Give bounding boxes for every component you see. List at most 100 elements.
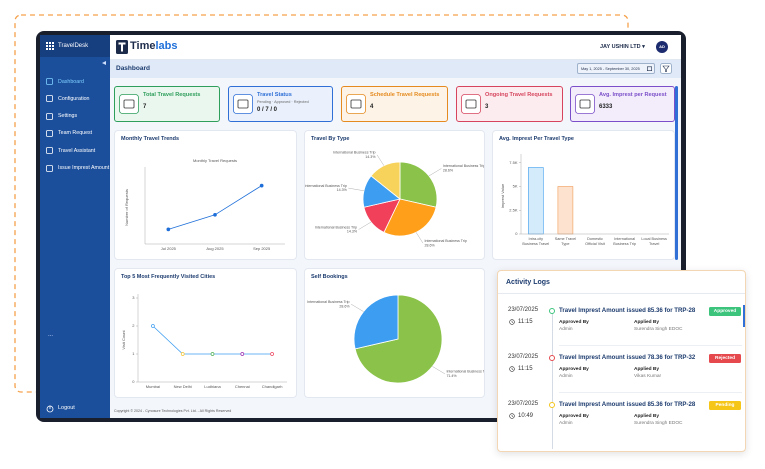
card-value: 6333: [599, 104, 613, 110]
brand-bar: [40, 35, 110, 57]
activity-entry: 23/07/2025 10:49 Travel Imprest Amount iss…: [498, 401, 745, 443]
summary-card: Schedule Travel Requests 4: [341, 86, 448, 122]
slice-label: International Business Trip: [315, 225, 357, 229]
y-tick-label: 7.5K: [509, 160, 518, 165]
x-tick-label: New Delhi: [174, 384, 192, 389]
logo: Timelabs: [130, 40, 178, 52]
icon-box: [461, 94, 481, 114]
line: [168, 185, 262, 230]
menu-item[interactable]: Team Request: [40, 129, 110, 139]
y-tick-label: 2.5K: [509, 207, 518, 212]
icon-shape: [46, 78, 53, 85]
logout[interactable]: Logout: [58, 405, 75, 411]
x-tick-label: Jul 2025: [161, 246, 177, 251]
chart-panel: 0 1 2 3 Visit Count Mumbai New Delhi Ludhiana Ch…: [114, 268, 297, 398]
x-tick-label: Ludhiana: [204, 384, 221, 389]
pie-slice: [383, 198, 437, 237]
icon-shape: [465, 99, 477, 109]
leader-line: [432, 366, 446, 375]
summary-card: Total Travel Requests 7: [114, 86, 220, 122]
menu-icon: [46, 95, 53, 103]
chart-panel: 0 2.5K 5K 7.5K Imprest Value Avg. Imprest Per…: [492, 130, 675, 260]
calendar-icon: [647, 66, 652, 71]
slice-label: International Business Trip: [424, 239, 466, 243]
entry-time: 11:15: [518, 366, 533, 372]
card-value: 7: [143, 104, 147, 110]
approved-by-label: Approved By: [559, 320, 589, 325]
leader-line: [348, 187, 364, 191]
card-title: Ongoing Travel Requests: [485, 92, 553, 98]
selected-accent: [743, 305, 745, 327]
menu-item[interactable]: Settings: [40, 112, 110, 122]
menu-item[interactable]: Issue Imprest Amount: [40, 164, 110, 174]
x-tick-label: Intra-city Business Travel: [522, 237, 550, 246]
clock-icon: [509, 413, 515, 419]
company-select[interactable]: JAY USHIN LTD ▾: [600, 44, 645, 50]
divider: [559, 392, 742, 393]
leader-line: [350, 303, 364, 312]
point: [166, 227, 171, 232]
applied-by: Surendra Singh EDOC: [634, 327, 683, 332]
divider: [498, 293, 745, 294]
entry-message: Travel Imprest Amount issued 78.36 for T…: [559, 354, 696, 361]
entry-time: 10:49: [518, 413, 534, 419]
icon-shape: [509, 319, 515, 325]
leader-line: [428, 168, 442, 177]
status-dot: [549, 355, 555, 361]
date-range-text: May 1, 2025 - September 30, 2025: [581, 66, 640, 71]
pie-slice: [399, 161, 438, 208]
icon-shape: [46, 147, 53, 155]
menu-label: Settings: [58, 113, 78, 120]
y-tick-label: 1: [132, 351, 135, 356]
menu-icon: [46, 147, 53, 155]
applied-by-label: Applied By: [634, 320, 660, 325]
icon-shape: [46, 164, 53, 172]
icon-box: [233, 94, 253, 114]
slice-value: 28.6%: [424, 243, 435, 247]
entry-date: 23/07/2025: [508, 354, 539, 360]
entry-date: 23/07/2025: [508, 307, 539, 313]
leader-line: [415, 232, 424, 244]
menu-label: Issue Imprest Amount: [58, 165, 110, 171]
menu-icon: [46, 129, 53, 137]
activity-title: Activity Logs: [506, 279, 550, 286]
point: [151, 324, 155, 328]
filter-button[interactable]: [660, 63, 672, 74]
avatar[interactable]: AD: [656, 41, 668, 53]
x-tick-label: Same Travel Type: [554, 237, 577, 246]
activity-entry: 23/07/2025 11:15 Travel Imprest Amount iss…: [498, 354, 745, 396]
scrollbar: [675, 86, 678, 260]
entry-message: Travel Imprest Amount issued 85.36 for T…: [559, 401, 696, 408]
entry-message: Travel Imprest Amount issued 85.36 for T…: [559, 307, 696, 314]
icon-shape: [509, 413, 515, 419]
chart-title: Monthly Travel Trends: [121, 136, 180, 142]
status-dot: [549, 402, 555, 408]
card-title: Travel Status: [257, 92, 292, 98]
menu-item[interactable]: Dashboard: [40, 77, 110, 87]
pie-slice: [370, 161, 401, 200]
entry-time: 11:15: [518, 319, 533, 325]
page-title: Dashboard: [116, 65, 150, 72]
more[interactable]: ...: [48, 332, 54, 338]
date-range[interactable]: May 1, 2025 - September 30, 2025: [577, 63, 655, 74]
point: [213, 212, 217, 217]
icon-box: [119, 94, 139, 114]
y-axis-label: Visit Count: [121, 329, 126, 349]
timeline: [551, 309, 553, 449]
clock-icon: [509, 366, 515, 372]
menu-icon: [46, 164, 53, 172]
icon-shape: [350, 99, 362, 109]
x-tick-label: Sep 2025: [253, 246, 271, 251]
chart-plot: International Business Trip28.6%Internat…: [305, 151, 484, 248]
approved-by-label: Approved By: [559, 414, 589, 419]
slice-value: 28.6%: [443, 169, 454, 173]
menu-label: Team Request: [58, 130, 93, 137]
logo-text: labs: [155, 40, 178, 52]
menu-item[interactable]: Travel Assistant: [40, 146, 110, 156]
icon-shape: [46, 129, 53, 137]
leader-line: [358, 221, 372, 230]
leader-line: [376, 154, 385, 166]
collapse-icon[interactable]: [101, 60, 107, 66]
chart-title: Travel By Type: [311, 136, 350, 142]
menu-item[interactable]: Configuration: [40, 94, 110, 104]
